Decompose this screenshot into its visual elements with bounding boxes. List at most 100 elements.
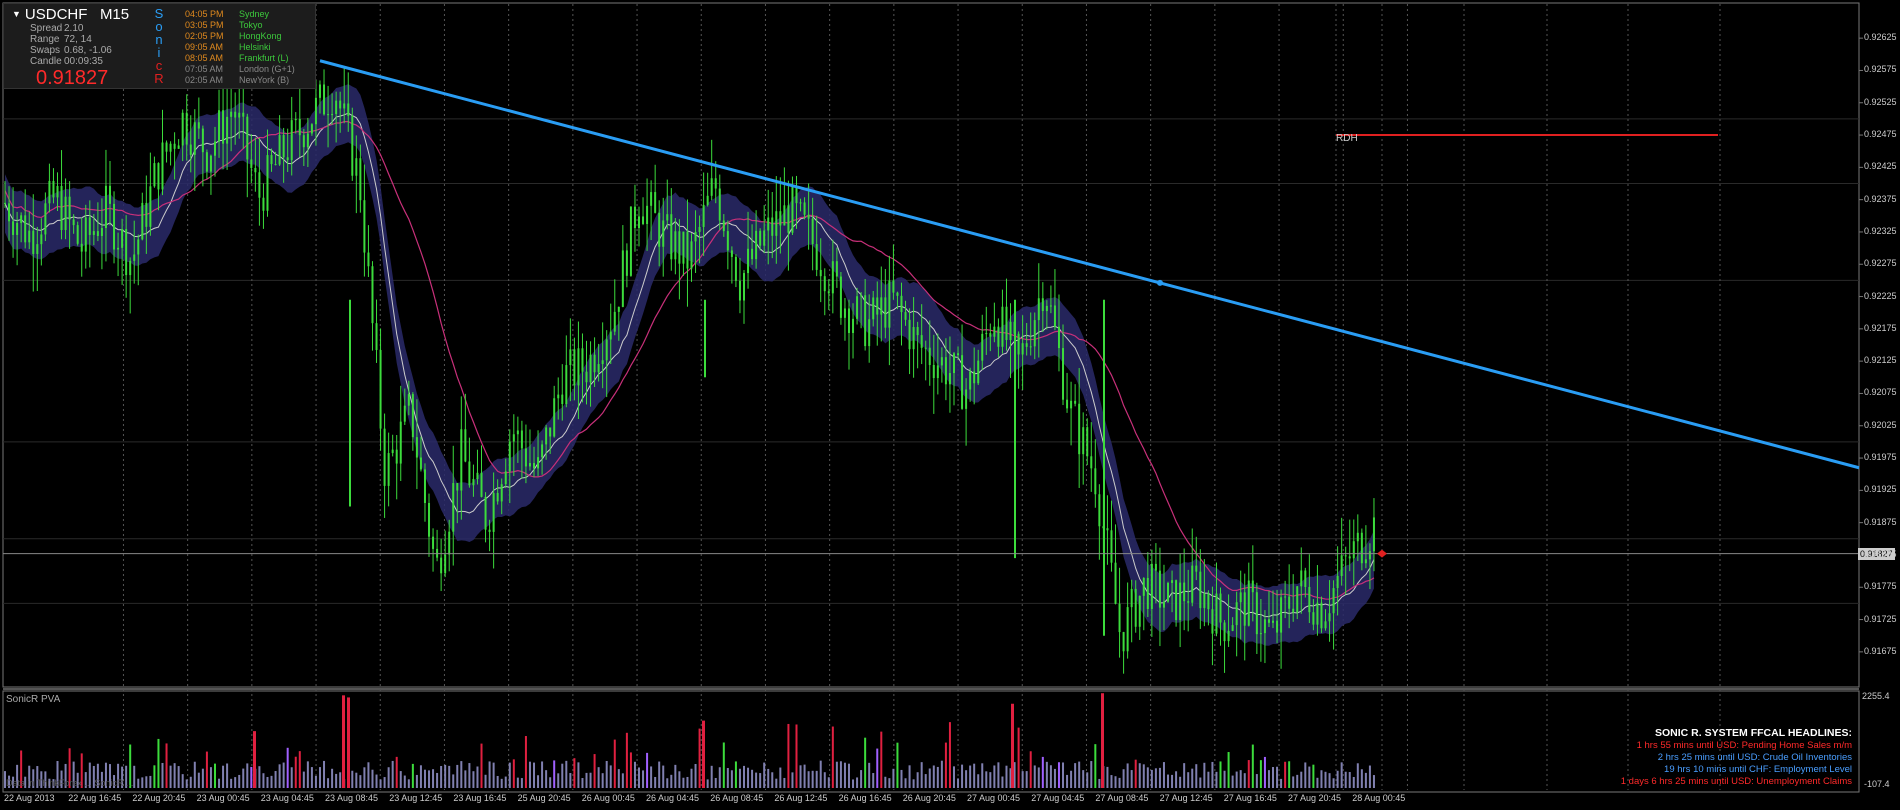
candle-body (872, 297, 875, 320)
candle-body (72, 219, 75, 226)
pva-bar (1368, 765, 1371, 788)
pva-bar (448, 765, 451, 788)
symbol-title[interactable]: ▼ USDCHF M15 (12, 6, 129, 23)
candle-body (702, 204, 705, 227)
candle-body (1239, 592, 1242, 603)
candle-body (516, 430, 519, 435)
pva-bar (670, 774, 673, 788)
timeframe-label: M15 (99, 6, 130, 23)
pva-bar (787, 723, 790, 788)
candle-body (1162, 601, 1165, 608)
pva-bar (1045, 761, 1048, 788)
pva-bar (811, 770, 814, 788)
pva-bar (508, 762, 511, 788)
pva-bar (411, 763, 414, 788)
candle-body (20, 215, 23, 223)
pva-bar (541, 761, 544, 788)
candle-body (355, 158, 358, 176)
pva-bar (363, 767, 366, 788)
stat-row: Swaps 0.68, -1.06 (30, 45, 112, 56)
pva-bar (173, 763, 176, 788)
candle-body (537, 457, 540, 469)
candle-body (557, 394, 560, 399)
pva-scale-top: 2255.4 (1862, 691, 1890, 701)
pva-bar (783, 777, 786, 788)
sonic-letter: n (155, 32, 163, 47)
candle-body (520, 430, 523, 449)
candle-body (153, 163, 156, 187)
candle-body (880, 297, 883, 315)
pva-bar (1243, 773, 1246, 788)
candle-body (819, 269, 822, 277)
pva-bar (456, 764, 459, 788)
time-tick: 23 Aug 12:45 (389, 793, 443, 803)
session-name: London (G+1) (239, 64, 295, 74)
pva-bar (12, 776, 15, 788)
pva-bar (686, 776, 689, 788)
pva-bar (72, 761, 75, 788)
candle-body (1118, 603, 1121, 633)
pva-bar (512, 759, 515, 788)
candle-body (339, 100, 342, 109)
candle-body (1199, 571, 1202, 609)
pva-bar (226, 763, 229, 788)
pva-bar (904, 778, 907, 788)
candle-body (286, 157, 289, 161)
pva-bar (298, 751, 301, 788)
candle-body (306, 133, 309, 148)
pva-bar (763, 762, 766, 788)
pva-bar (391, 760, 394, 788)
time-tick: 26 Aug 08:45 (710, 793, 764, 803)
pva-bar (1276, 766, 1279, 788)
pva-bar (1372, 775, 1375, 788)
pva-bar (1360, 769, 1363, 788)
candle-body (1074, 400, 1077, 404)
trendline-handle[interactable] (1157, 279, 1163, 286)
candle-body (1352, 541, 1355, 559)
pva-bar (734, 761, 737, 788)
pva-bar (331, 768, 334, 788)
candle-body (1235, 602, 1238, 626)
candle-body (613, 311, 616, 332)
candle-body (755, 230, 758, 260)
pva-bar (1336, 770, 1339, 788)
trendline[interactable] (319, 59, 1860, 470)
candle-body (28, 230, 31, 243)
pva-scale-bottom: -107.4 (1864, 779, 1890, 789)
ema-line (4, 121, 1375, 600)
candle-body (888, 280, 891, 328)
symbol-name: USDCHF (24, 6, 88, 23)
candle-body (952, 353, 955, 374)
time-tick: 27 Aug 00:45 (967, 793, 1021, 803)
sonic-letter: R (154, 71, 164, 86)
pva-bar (718, 767, 721, 788)
pva-bar (714, 777, 717, 788)
pva-bar (476, 766, 479, 788)
candle-body (343, 103, 346, 109)
candle-body (694, 231, 697, 242)
candle-body (464, 429, 467, 462)
pva-bar (948, 722, 951, 788)
candle-body (24, 215, 27, 243)
candle-body (1280, 597, 1283, 633)
candle-body (149, 186, 152, 227)
pva-bar (213, 763, 216, 788)
candle-body (908, 319, 911, 350)
headline-item: 1 days 6 hrs 25 mins until USD: Unemploy… (1620, 776, 1852, 787)
pva-bar (678, 771, 681, 788)
pva-bar (1017, 727, 1020, 788)
pva-bar (88, 762, 91, 788)
pva-bar (80, 753, 83, 788)
candle-body (258, 172, 261, 198)
candle-body (278, 135, 281, 165)
candle-body (856, 296, 859, 319)
candle-body (1146, 577, 1149, 609)
candle-body (775, 211, 778, 236)
pva-bar (16, 764, 19, 788)
pva-bar (1001, 776, 1004, 788)
candle-body (1126, 607, 1129, 652)
pva-bar (375, 774, 378, 788)
collapse-triangle-icon[interactable]: ▼ (12, 9, 21, 19)
candle-body (169, 143, 172, 152)
